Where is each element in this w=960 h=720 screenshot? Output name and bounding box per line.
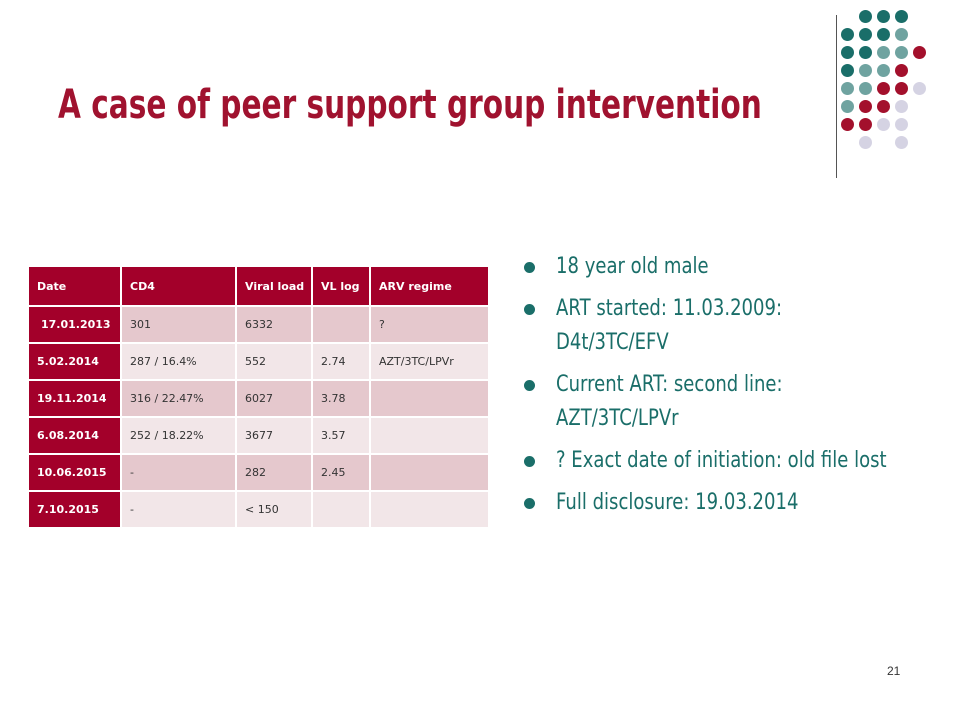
cell-cd4: 287 / 16.4% — [120, 342, 237, 381]
table-row: 6.08.2014 252 / 18.22% 3677 3.57 — [27, 416, 490, 455]
cell-cd4: - — [120, 490, 237, 529]
decorative-dot — [841, 28, 854, 41]
cell-arv-regime — [369, 379, 490, 418]
decorative-dot — [895, 136, 908, 149]
decorative-dot — [877, 28, 890, 41]
cell-vl-log: 2.45 — [311, 453, 371, 492]
cell-viral-load: 6027 — [235, 379, 313, 418]
decorative-dot — [895, 46, 908, 59]
list-item: 18 year old male — [522, 250, 942, 284]
slide-title: A case of peer support group interventio… — [58, 82, 762, 128]
decorative-dot — [841, 118, 854, 131]
cell-date: 17.01.2013 — [27, 305, 122, 344]
cell-cd4: 301 — [120, 305, 237, 344]
decorative-dot — [913, 82, 926, 95]
cell-cd4: - — [120, 453, 237, 492]
table-header-row: Date CD4 Viral load VL log ARV regime — [27, 265, 490, 307]
decorative-dot — [895, 118, 908, 131]
decorative-dot — [841, 46, 854, 59]
page-number: 21 — [887, 664, 901, 678]
bullet-dot-icon — [524, 380, 535, 391]
cell-vl-log: 3.57 — [311, 416, 371, 455]
cell-vl-log — [311, 305, 371, 344]
table-row: 19.11.2014 316 / 22.47% 6027 3.78 — [27, 379, 490, 418]
decorative-divider — [836, 15, 837, 178]
decorative-dot — [895, 64, 908, 77]
cell-viral-load: 3677 — [235, 416, 313, 455]
header-viral-load: Viral load — [235, 265, 313, 307]
case-summary-list: 18 year old male ART started: 11.03.2009… — [522, 250, 942, 528]
table-row: 10.06.2015 - 282 2.45 — [27, 453, 490, 492]
list-item: ? Exact date of initiation: old file los… — [522, 444, 942, 478]
header-date: Date — [27, 265, 122, 307]
decorative-dot — [859, 118, 872, 131]
decorative-dot — [841, 100, 854, 113]
cell-cd4: 252 / 18.22% — [120, 416, 237, 455]
list-item: ART started: 11.03.2009: D4t/3TC/EFV — [522, 292, 942, 360]
bullet-dot-icon — [524, 498, 535, 509]
decorative-dot — [877, 100, 890, 113]
decorative-dot — [913, 46, 926, 59]
cell-date: 19.11.2014 — [27, 379, 122, 418]
cell-date: 6.08.2014 — [27, 416, 122, 455]
decorative-dot — [859, 136, 872, 149]
decorative-dot — [895, 28, 908, 41]
decorative-dot-grid — [840, 10, 950, 160]
list-item: Full disclosure: 19.03.2014 — [522, 486, 942, 520]
list-item: Current ART: second line: AZT/3TC/LPVr — [522, 368, 942, 436]
decorative-dot — [859, 46, 872, 59]
bullet-dot-icon — [524, 262, 535, 273]
decorative-dot — [877, 118, 890, 131]
cell-arv-regime — [369, 416, 490, 455]
table-row: 7.10.2015 - < 150 — [27, 490, 490, 529]
decorative-dot — [877, 46, 890, 59]
decorative-dot — [877, 10, 890, 23]
decorative-dot — [859, 28, 872, 41]
cell-date: 7.10.2015 — [27, 490, 122, 529]
cell-viral-load: 282 — [235, 453, 313, 492]
header-vl-log: VL log — [311, 265, 371, 307]
cell-viral-load: 552 — [235, 342, 313, 381]
decorative-dot — [841, 64, 854, 77]
decorative-dot — [859, 64, 872, 77]
decorative-dot — [877, 82, 890, 95]
decorative-dot — [895, 82, 908, 95]
decorative-dot — [895, 10, 908, 23]
decorative-dot — [859, 82, 872, 95]
cell-viral-load: < 150 — [235, 490, 313, 529]
cell-arv-regime: ? — [369, 305, 490, 344]
decorative-dot — [877, 64, 890, 77]
patient-data-table: Date CD4 Viral load VL log ARV regime 17… — [27, 265, 490, 529]
cell-arv-regime: AZT/3TC/LPVr — [369, 342, 490, 381]
bullet-dot-icon — [524, 304, 535, 315]
cell-date: 5.02.2014 — [27, 342, 122, 381]
header-arv-regime: ARV regime — [369, 265, 490, 307]
cell-arv-regime — [369, 453, 490, 492]
cell-vl-log: 3.78 — [311, 379, 371, 418]
table-row: 5.02.2014 287 / 16.4% 552 2.74 AZT/3TC/L… — [27, 342, 490, 381]
cell-viral-load: 6332 — [235, 305, 313, 344]
decorative-dot — [859, 10, 872, 23]
header-cd4: CD4 — [120, 265, 237, 307]
table-row: 17.01.2013 301 6332 ? — [27, 305, 490, 344]
cell-vl-log: 2.74 — [311, 342, 371, 381]
decorative-dot — [859, 100, 872, 113]
cell-arv-regime — [369, 490, 490, 529]
cell-cd4: 316 / 22.47% — [120, 379, 237, 418]
decorative-dot — [841, 82, 854, 95]
bullet-dot-icon — [524, 456, 535, 467]
decorative-dot — [895, 100, 908, 113]
cell-date: 10.06.2015 — [27, 453, 122, 492]
cell-vl-log — [311, 490, 371, 529]
